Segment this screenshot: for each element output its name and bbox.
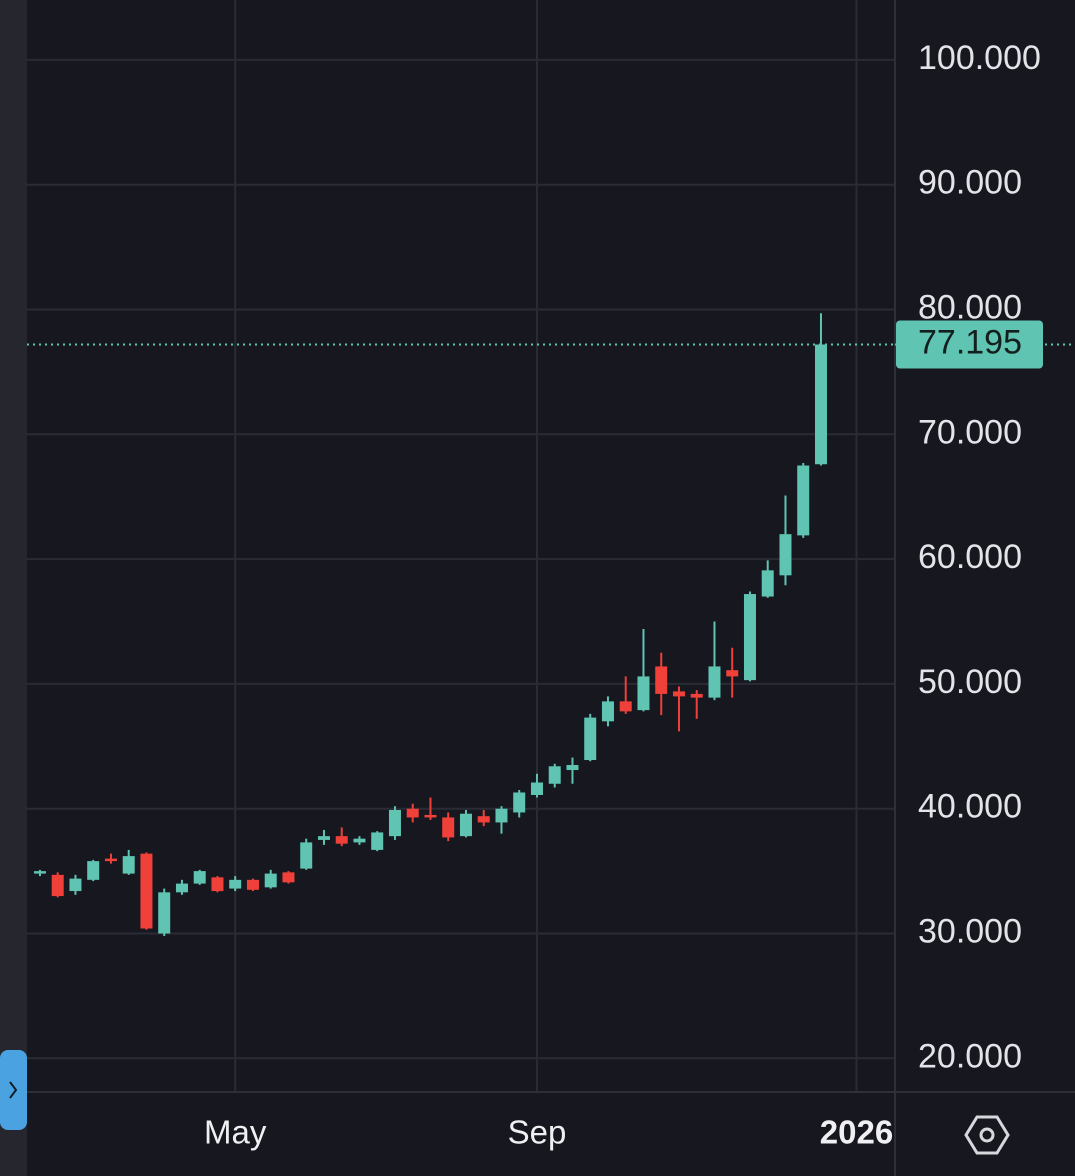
y-tick-label: 90.000: [918, 164, 1022, 202]
y-tick-label: 20.000: [918, 1037, 1022, 1075]
candle-body: [158, 892, 171, 934]
candle-body: [566, 765, 579, 771]
candle-body: [459, 813, 472, 837]
candle-body: [264, 873, 277, 888]
y-tick-label: 60.000: [918, 538, 1022, 576]
candle-body: [726, 670, 739, 677]
candle-body: [530, 782, 543, 795]
x-axis-labels: May Sep 2026: [204, 1114, 893, 1151]
candle-body: [229, 879, 242, 889]
candle-body: [548, 766, 561, 784]
candle-body: [371, 832, 384, 850]
y-tick-label: 30.000: [918, 912, 1022, 950]
candle-body: [33, 871, 46, 874]
expand-tab[interactable]: [0, 1050, 27, 1130]
axis-labels: 20.000 30.000 40.000 50.000 60.000 70.000 80.0…: [895, 39, 1075, 1075]
candle-body: [335, 836, 348, 844]
hexagon-dot: [979, 1127, 995, 1143]
candle-body: [442, 817, 455, 838]
candle-body: [87, 861, 100, 880]
x-tick-label: May: [204, 1114, 267, 1151]
candle-body: [513, 792, 526, 813]
candle-body: [424, 814, 437, 818]
candle-body: [317, 836, 330, 840]
y-tick-label: 40.000: [918, 788, 1022, 826]
expand-arrow: [9, 1081, 18, 1099]
candle-body: [388, 809, 401, 837]
candle-body: [406, 808, 419, 818]
candle-body: [708, 666, 721, 698]
candle-body: [282, 872, 295, 883]
x-tick-label: 2026: [820, 1114, 893, 1151]
candle-body: [140, 853, 153, 929]
candle-body: [104, 858, 117, 862]
candle-body: [300, 842, 313, 869]
candle-body: [761, 570, 774, 597]
side-panel: [0, 0, 27, 1176]
candle-body: [353, 838, 366, 843]
candle-body: [814, 344, 827, 465]
candle-body: [193, 871, 206, 884]
y-tick-label: 70.000: [918, 413, 1022, 451]
candle-body: [122, 856, 135, 874]
grid: [27, 0, 895, 1092]
last-price-label: 77.195: [918, 323, 1022, 361]
candle-body: [655, 666, 668, 694]
candle-body: [246, 879, 259, 890]
candle-body: [51, 874, 64, 897]
candle-body: [690, 693, 703, 698]
candles: [27, 313, 895, 936]
candle-body: [495, 808, 508, 823]
hexagon: [964, 1115, 1010, 1155]
candle-body: [175, 883, 188, 893]
candle-body: [797, 465, 810, 536]
settings-icon[interactable]: [964, 1115, 1010, 1155]
y-tick-label: 50.000: [918, 663, 1022, 701]
candle-body: [779, 534, 792, 576]
y-tick-label: 80.000: [918, 288, 1022, 326]
x-tick-label: Sep: [508, 1114, 567, 1151]
candle-body: [601, 701, 614, 722]
candle-body: [211, 877, 224, 892]
candle-body: [743, 594, 756, 681]
candle-body: [69, 878, 82, 892]
candle-body: [477, 816, 490, 823]
candle-body: [619, 701, 632, 712]
candle-body: [672, 691, 685, 697]
candle-body: [637, 676, 650, 711]
candle-body: [584, 717, 597, 761]
y-tick-label: 100.000: [918, 39, 1041, 77]
last-price-badge: [896, 320, 1043, 369]
